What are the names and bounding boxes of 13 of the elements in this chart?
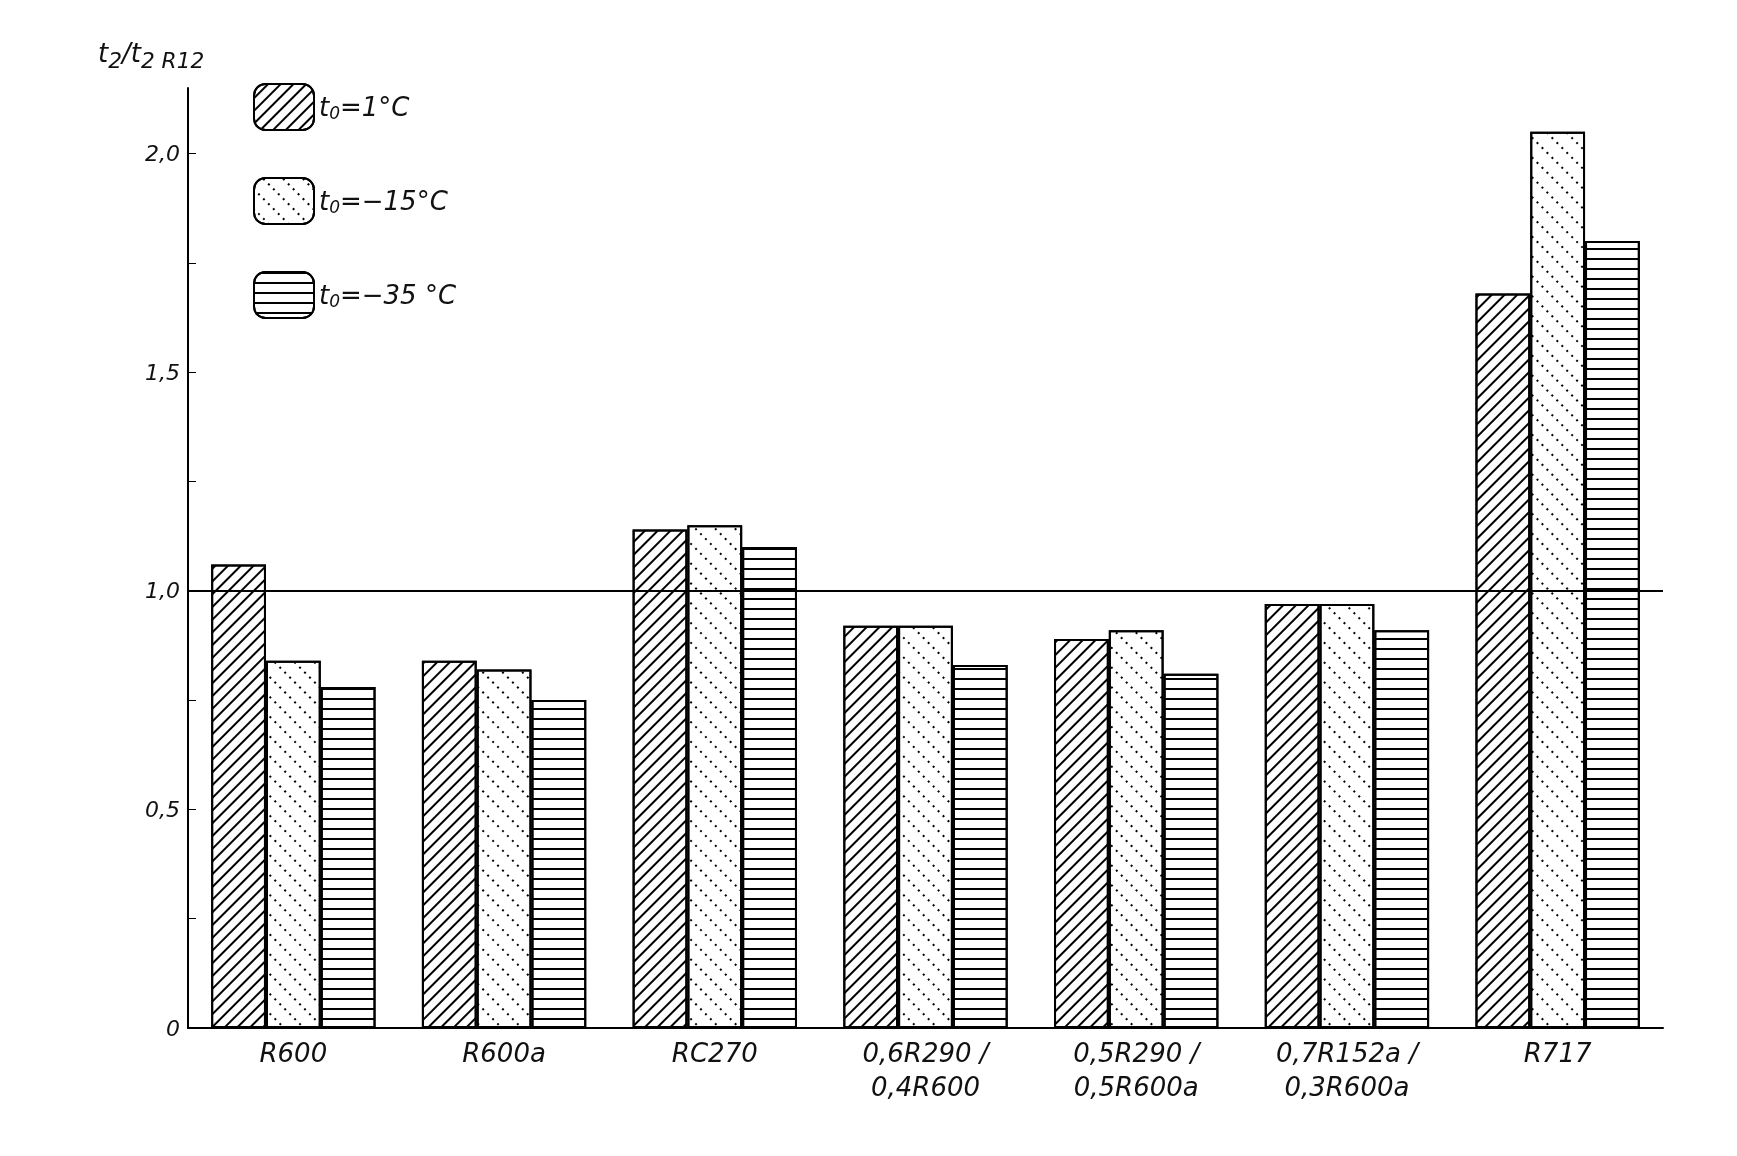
y-tick-label: 1,0: [145, 578, 180, 604]
x-tick-label: R600: [259, 1038, 328, 1068]
y-tick-label: 1,5: [145, 359, 180, 385]
x-tick-label: RC270: [671, 1038, 758, 1068]
x-tick-label: 0,6R290 / 0,4R600: [862, 1038, 992, 1102]
x-tick-label: R600a: [462, 1038, 546, 1068]
y-tick-label: 0,5: [145, 796, 180, 822]
y-tick-label: 2,0: [145, 141, 180, 167]
x-tick-label: 0,5R290 / 0,5R600a: [1073, 1038, 1203, 1102]
x-tick-label: R717: [1523, 1038, 1592, 1068]
x-tick-label: 0,7R152a / 0,3R600a: [1275, 1038, 1422, 1102]
y-axis-title: t$_{2}$/t$_{2 R12}$: [98, 38, 205, 74]
y-tick-label: 0: [166, 1015, 180, 1041]
